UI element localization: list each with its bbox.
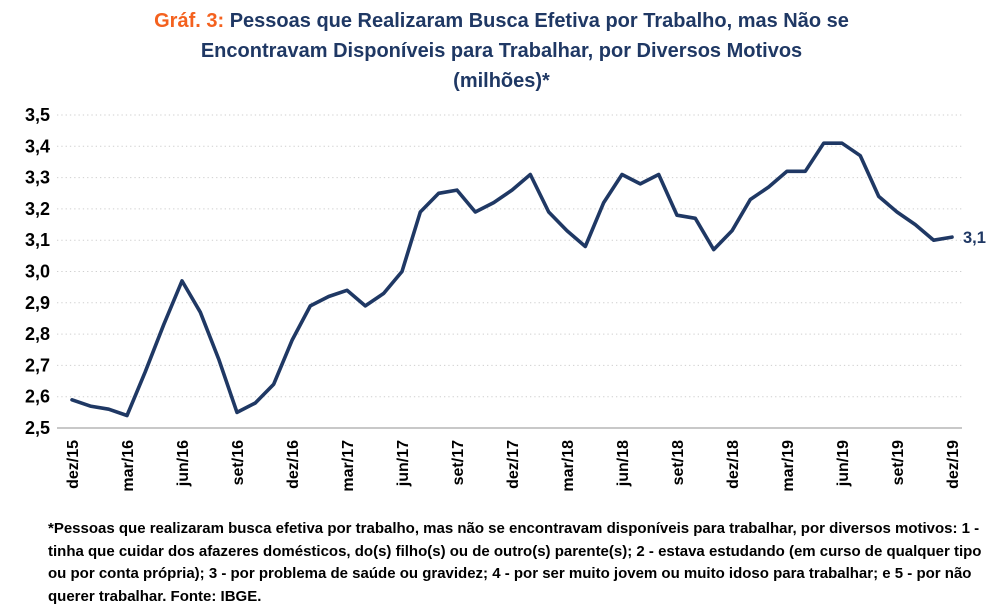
trend-line [70,141,954,418]
x-tick-label: dez/16 [285,440,302,489]
footnote: *Pessoas que realizaram busca efetiva po… [48,520,982,605]
x-tick-label: mar/18 [560,440,577,492]
chart-title-line1-rest: Pessoas que Realizaram Busca Efetiva por… [224,10,849,32]
chart-title-line3: (milhões)* [453,70,550,92]
x-tick-label: mar/17 [340,440,357,492]
x-tick-label: mar/19 [780,440,797,492]
y-tick-label: 3,2 [25,199,50,219]
chart-title: Gráf. 3: Pessoas que Realizaram Busca Ef… [0,6,1003,96]
y-tick-label: 2,5 [25,418,50,438]
y-tick-label: 3,5 [25,105,50,125]
chart-title-line2: Encontravam Disponíveis para Trabalhar, … [200,40,803,62]
y-tick-label: 2,7 [25,355,50,375]
y-tick-label: 3,4 [25,136,50,156]
y-tick-label: 3,1 [25,230,50,250]
x-tick-label: jun/16 [175,440,192,487]
x-tick-label: dez/17 [505,440,522,489]
x-tick-label: jun/17 [395,440,412,487]
chart-title-prefix: Gráf. 3: [154,10,225,32]
x-tick-label: set/16 [230,440,247,485]
x-tick-label: dez/15 [65,440,82,489]
x-tick-label: set/19 [890,440,907,485]
y-tick-label: 2,8 [25,324,50,344]
x-tick-label: mar/16 [120,440,137,492]
chart-title-line1: Gráf. 3: Pessoas que Realizaram Busca Ef… [0,6,1003,36]
y-tick-label: 3,0 [25,262,50,282]
y-tick-label: 2,6 [25,387,50,407]
y-tick-label: 2,9 [25,293,50,313]
x-tick-label: dez/19 [945,440,962,489]
x-tick-label: dez/18 [725,440,742,489]
x-tick-label: jun/18 [615,440,632,487]
x-tick-label: set/17 [450,440,467,485]
x-tick-label: set/18 [670,440,687,485]
last-value-label: 3,1 [963,229,986,247]
x-tick-label: jun/19 [835,440,852,487]
y-tick-label: 3,3 [25,168,50,188]
